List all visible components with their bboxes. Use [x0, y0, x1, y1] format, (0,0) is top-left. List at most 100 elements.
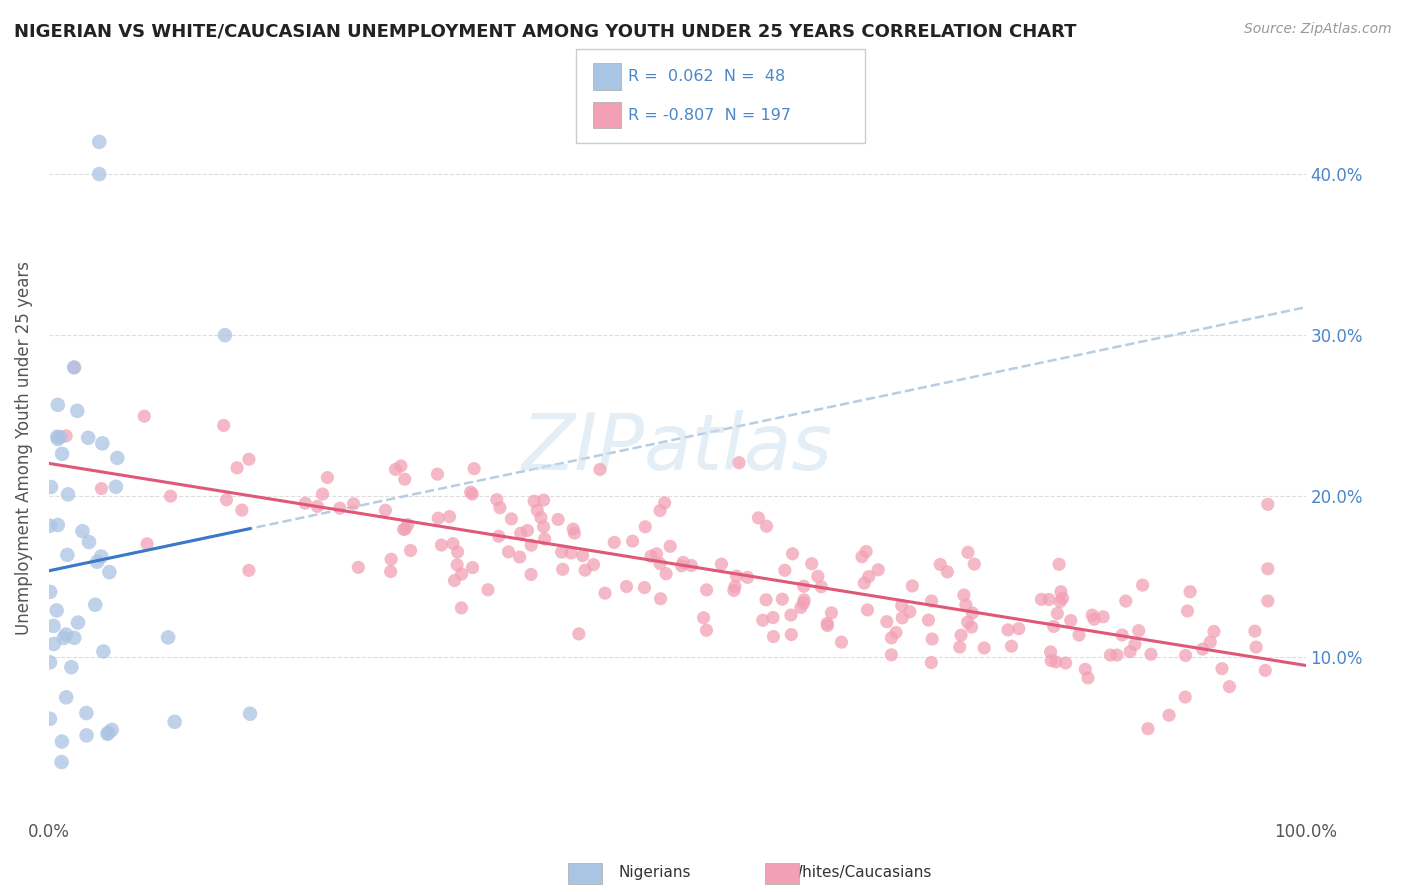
Point: [136, 537, 159, 551]
Point: [526, 503, 548, 517]
Point: [396, 517, 419, 532]
Point: [868, 563, 890, 577]
Point: [215, 492, 238, 507]
Point: [1111, 628, 1133, 642]
Point: [728, 456, 751, 470]
Point: [921, 594, 943, 608]
Point: [1257, 497, 1279, 511]
Point: [75, 706, 97, 720]
Point: [463, 461, 485, 475]
Y-axis label: Unemployment Among Youth under 25 years: Unemployment Among Youth under 25 years: [15, 261, 32, 635]
Point: [1177, 604, 1199, 618]
Point: [520, 538, 543, 552]
Point: [384, 462, 406, 476]
Point: [46, 398, 69, 412]
Point: [1244, 624, 1267, 639]
Point: [498, 545, 520, 559]
Point: [461, 487, 484, 501]
Point: [533, 520, 555, 534]
Text: Whites/Caucasians: Whites/Caucasians: [787, 865, 932, 880]
Point: [659, 539, 682, 553]
Point: [443, 574, 465, 588]
Point: [737, 570, 759, 584]
Point: [439, 509, 461, 524]
Point: [530, 510, 553, 524]
Point: [973, 640, 995, 655]
Point: [770, 592, 793, 607]
Point: [562, 522, 585, 536]
Point: [1211, 662, 1233, 676]
Point: [311, 487, 333, 501]
Text: NIGERIAN VS WHITE/CAUCASIAN UNEMPLOYMENT AMONG YOUTH UNDER 25 YEARS CORRELATION : NIGERIAN VS WHITE/CAUCASIAN UNEMPLOYMENT…: [14, 22, 1077, 40]
Point: [46, 430, 69, 444]
Point: [98, 565, 121, 579]
Point: [800, 557, 823, 571]
Point: [568, 627, 591, 641]
Point: [450, 601, 472, 615]
Point: [46, 432, 69, 446]
Point: [39, 585, 62, 599]
Point: [884, 625, 907, 640]
Point: [1081, 608, 1104, 623]
Point: [1040, 654, 1063, 668]
Point: [1074, 662, 1097, 676]
Point: [380, 565, 402, 579]
Point: [1128, 624, 1150, 638]
Point: [1047, 558, 1070, 572]
Point: [446, 558, 468, 572]
Text: R =  0.062  N =  48: R = 0.062 N = 48: [628, 70, 786, 84]
Point: [1046, 607, 1069, 621]
Point: [39, 480, 62, 494]
Point: [52, 631, 75, 645]
Point: [807, 569, 830, 583]
Point: [394, 472, 416, 486]
Point: [1244, 640, 1267, 654]
Point: [392, 523, 415, 537]
Point: [921, 632, 943, 646]
Point: [953, 588, 976, 602]
Point: [1105, 648, 1128, 662]
Point: [655, 566, 678, 581]
Point: [1008, 622, 1031, 636]
Point: [1257, 562, 1279, 576]
Point: [60, 660, 83, 674]
Point: [516, 524, 538, 538]
Point: [56, 487, 79, 501]
Point: [1218, 680, 1240, 694]
Point: [762, 630, 785, 644]
Point: [460, 485, 482, 500]
Point: [430, 538, 453, 552]
Point: [793, 593, 815, 607]
Point: [696, 582, 718, 597]
Text: ZIPatlas: ZIPatlas: [522, 410, 832, 486]
Point: [571, 549, 593, 563]
Point: [49, 430, 72, 444]
Point: [1191, 642, 1213, 657]
Point: [477, 582, 499, 597]
Point: [441, 536, 464, 550]
Point: [901, 579, 924, 593]
Point: [91, 436, 114, 450]
Point: [1099, 648, 1122, 662]
Point: [917, 613, 939, 627]
Point: [1038, 592, 1060, 607]
Point: [550, 545, 572, 559]
Point: [551, 562, 574, 576]
Point: [963, 557, 986, 571]
Point: [1054, 656, 1077, 670]
Point: [1174, 690, 1197, 704]
Point: [1202, 624, 1225, 639]
Point: [89, 167, 111, 181]
Point: [747, 511, 769, 525]
Point: [77, 535, 100, 549]
Point: [648, 557, 671, 571]
Point: [329, 501, 352, 516]
Point: [960, 620, 983, 634]
Point: [792, 596, 814, 610]
Point: [1039, 645, 1062, 659]
Point: [1092, 610, 1115, 624]
Point: [39, 656, 62, 670]
Point: [782, 547, 804, 561]
Point: [1050, 584, 1073, 599]
Text: R = -0.807  N = 197: R = -0.807 N = 197: [628, 108, 792, 122]
